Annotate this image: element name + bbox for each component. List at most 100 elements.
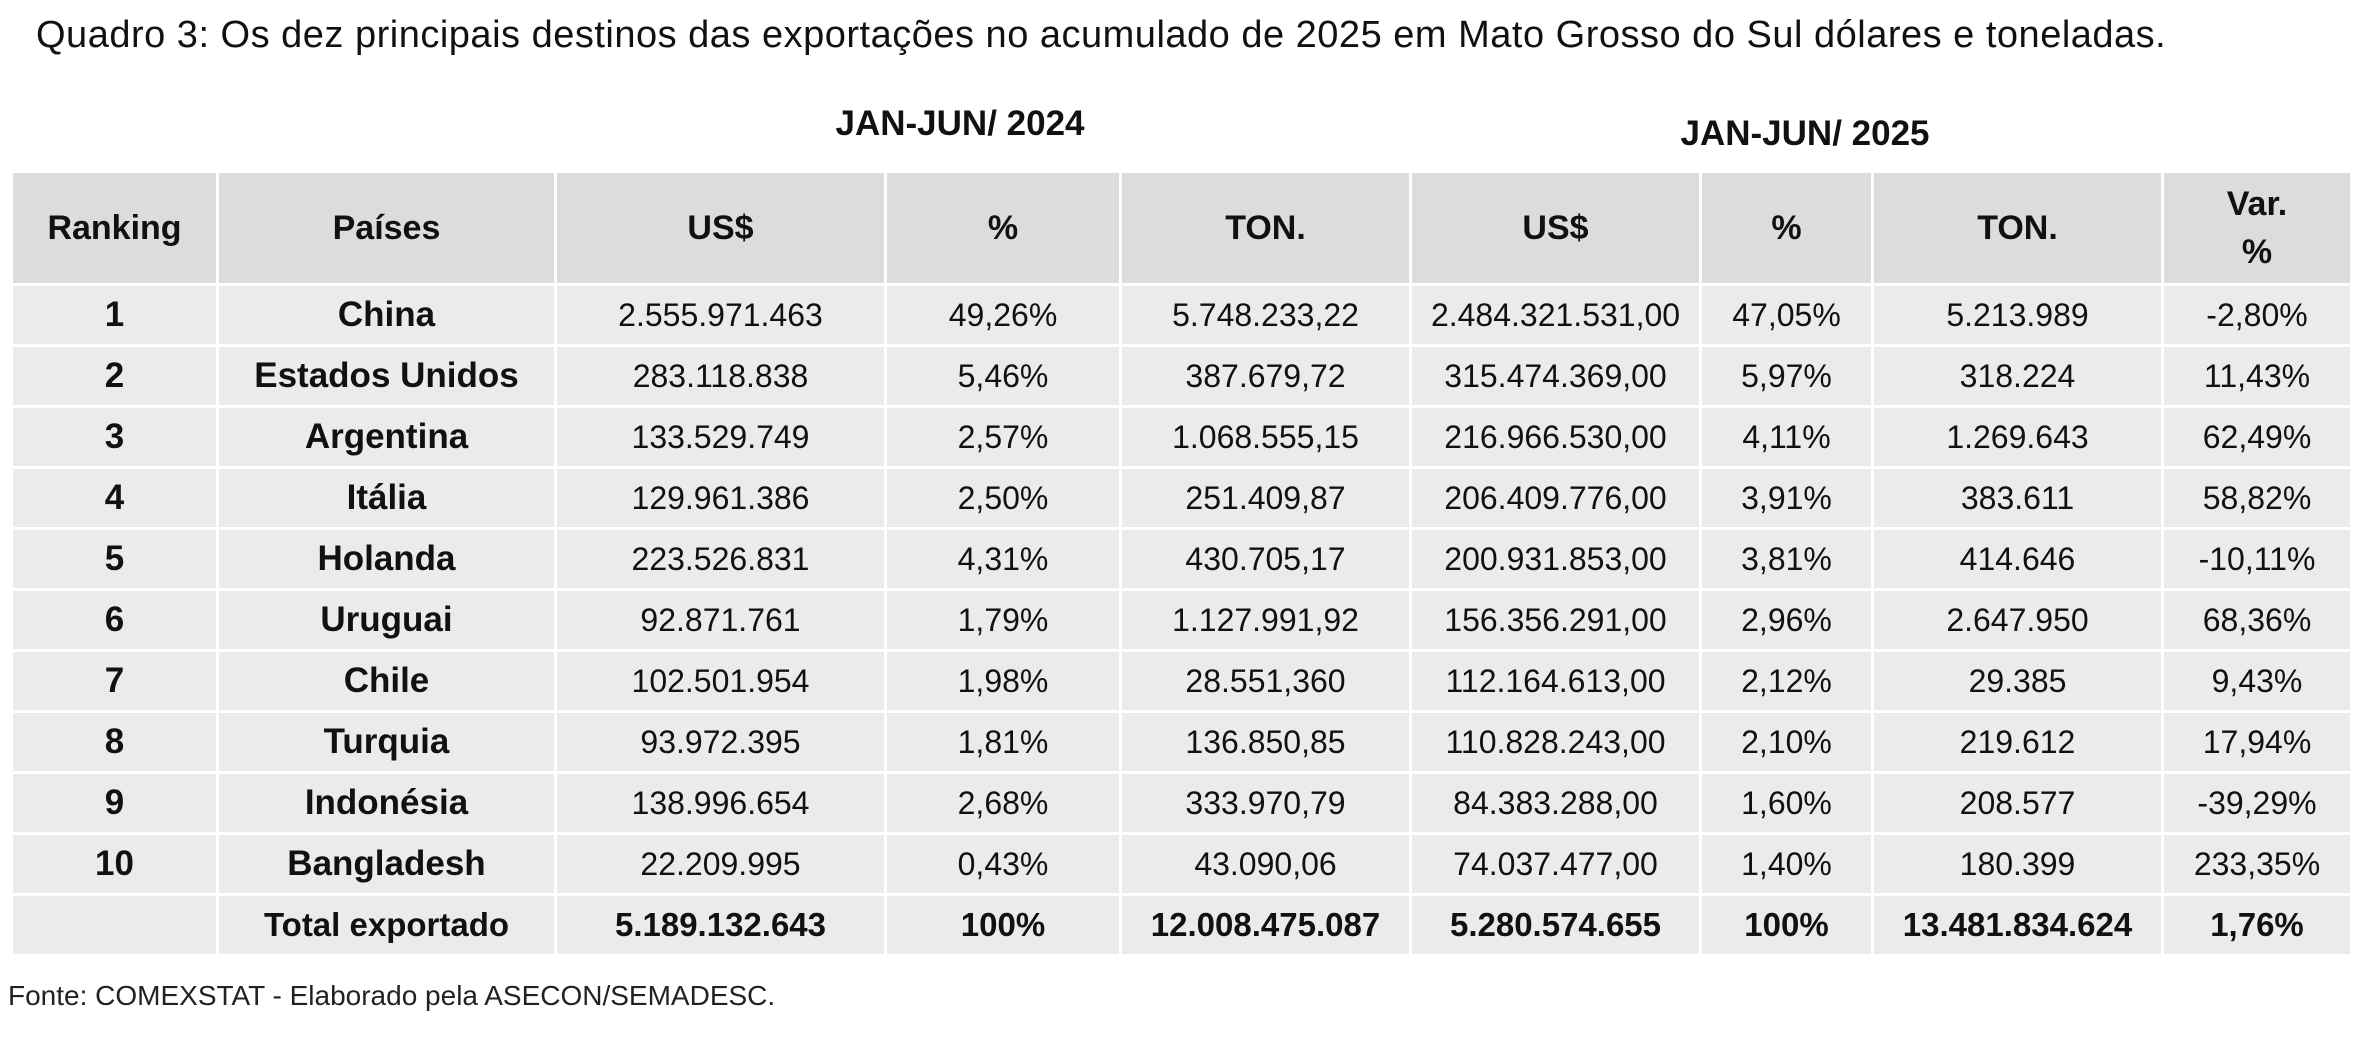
cell-country: China [216,283,557,346]
cell-var: 233,35% [2161,832,2353,895]
cell-country: Turquia [216,710,557,773]
cell-rank: 9 [10,771,219,834]
cell-pct-2024: 1,98% [884,649,1122,712]
cell-usd-2024: 2.555.971.463 [554,283,887,346]
cell-usd-2024: 138.996.654 [554,771,887,834]
cell-usd-2024: 129.961.386 [554,466,887,529]
cell-pct-2025: 2,96% [1699,588,1874,651]
table-row: 6 Uruguai 92.871.761 1,79% 1.127.991,92 … [10,588,2353,651]
cell-country: Uruguai [216,588,557,651]
cell-pct-2025: 5,97% [1699,344,1874,407]
total-pct-2025: 100% [1699,893,1874,954]
table-row: 1 China 2.555.971.463 49,26% 5.748.233,2… [10,283,2353,346]
cell-country: Indonésia [216,771,557,834]
table-row: 8 Turquia 93.972.395 1,81% 136.850,85 11… [10,710,2353,773]
cell-usd-2024: 283.118.838 [554,344,887,407]
cell-usd-2024: 92.871.761 [554,588,887,651]
total-var: 1,76% [2161,893,2353,954]
cell-usd-2025: 200.931.853,00 [1409,527,1702,590]
cell-pct-2024: 5,46% [884,344,1122,407]
cell-pct-2025: 4,11% [1699,405,1874,468]
header-var-line2: % [2241,233,2273,271]
cell-usd-2024: 133.529.749 [554,405,887,468]
cell-usd-2025: 110.828.243,00 [1409,710,1702,773]
total-ton-2024: 12.008.475.087 [1119,893,1412,954]
cell-ton-2024: 387.679,72 [1119,344,1412,407]
cell-ton-2024: 1.068.555,15 [1119,405,1412,468]
cell-usd-2024: 223.526.831 [554,527,887,590]
cell-pct-2025: 1,60% [1699,771,1874,834]
table-row: 2 Estados Unidos 283.118.838 5,46% 387.6… [10,344,2353,407]
table-row: 7 Chile 102.501.954 1,98% 28.551,360 112… [10,649,2353,712]
table-row: 3 Argentina 133.529.749 2,57% 1.068.555,… [10,405,2353,468]
cell-var: -2,80% [2161,283,2353,346]
cell-pct-2024: 2,50% [884,466,1122,529]
source-footnote: Fonte: COMEXSTAT - Elaborado pela ASECON… [8,980,776,1011]
cell-pct-2025: 47,05% [1699,283,1874,346]
cell-usd-2024: 102.501.954 [554,649,887,712]
cell-pct-2024: 2,68% [884,771,1122,834]
header-row: Ranking Países US$ % TON. US$ % TON. Var… [10,173,2353,286]
cell-var: 17,94% [2161,710,2353,773]
cell-pct-2025: 3,81% [1699,527,1874,590]
header-var-line1: Var. [2226,185,2288,223]
cell-ton-2025: 180.399 [1871,832,2164,895]
cell-pct-2024: 4,31% [884,527,1122,590]
period-2025-heading: JAN-JUN/ 2025 [1680,114,1930,153]
cell-pct-2024: 2,57% [884,405,1122,468]
cell-ton-2025: 29.385 [1871,649,2164,712]
cell-pct-2025: 2,12% [1699,649,1874,712]
cell-var: 68,36% [2161,588,2353,651]
cell-ton-2025: 318.224 [1871,344,2164,407]
total-label: Total exportado [216,893,557,954]
cell-usd-2025: 2.484.321.531,00 [1409,283,1702,346]
cell-country: Estados Unidos [216,344,557,407]
cell-var: 11,43% [2161,344,2353,407]
cell-pct-2025: 2,10% [1699,710,1874,773]
cell-rank: 3 [10,405,219,468]
cell-ton-2024: 43.090,06 [1119,832,1412,895]
cell-ton-2024: 1.127.991,92 [1119,588,1412,651]
cell-rank: 8 [10,710,219,773]
header-usd-2025: US$ [1409,173,1702,286]
total-usd-2024: 5.189.132.643 [554,893,887,954]
table-row: 5 Holanda 223.526.831 4,31% 430.705,17 2… [10,527,2353,590]
cell-usd-2025: 84.383.288,00 [1409,771,1702,834]
cell-usd-2025: 156.356.291,00 [1409,588,1702,651]
table-caption: Quadro 3: Os dez principais destinos das… [36,14,2167,56]
cell-ton-2024: 251.409,87 [1119,466,1412,529]
cell-usd-2024: 93.972.395 [554,710,887,773]
cell-ton-2024: 136.850,85 [1119,710,1412,773]
cell-pct-2025: 1,40% [1699,832,1874,895]
cell-country: Argentina [216,405,557,468]
header-usd-2024: US$ [554,173,887,286]
cell-var: 58,82% [2161,466,2353,529]
cell-ton-2025: 208.577 [1871,771,2164,834]
table-row: 9 Indonésia 138.996.654 2,68% 333.970,79… [10,771,2353,834]
total-ton-2025: 13.481.834.624 [1871,893,2164,954]
header-pct-2024: % [884,173,1122,286]
cell-usd-2025: 216.966.530,00 [1409,405,1702,468]
cell-pct-2024: 0,43% [884,832,1122,895]
cell-pct-2024: 1,79% [884,588,1122,651]
header-ton-2025: TON. [1871,173,2164,286]
cell-ton-2024: 5.748.233,22 [1119,283,1412,346]
cell-country: Bangladesh [216,832,557,895]
cell-ton-2025: 1.269.643 [1871,405,2164,468]
cell-rank: 6 [10,588,219,651]
cell-rank: 2 [10,344,219,407]
cell-usd-2024: 22.209.995 [554,832,887,895]
cell-rank: 10 [10,832,219,895]
cell-rank: 7 [10,649,219,712]
cell-usd-2025: 315.474.369,00 [1409,344,1702,407]
cell-var: 62,49% [2161,405,2353,468]
cell-usd-2025: 74.037.477,00 [1409,832,1702,895]
cell-usd-2025: 112.164.613,00 [1409,649,1702,712]
header-var: Var.% [2161,173,2353,286]
header-ton-2024: TON. [1119,173,1412,286]
cell-ton-2025: 2.647.950 [1871,588,2164,651]
cell-ton-2024: 333.970,79 [1119,771,1412,834]
cell-rank: 5 [10,527,219,590]
cell-ton-2024: 28.551,360 [1119,649,1412,712]
cell-pct-2025: 3,91% [1699,466,1874,529]
